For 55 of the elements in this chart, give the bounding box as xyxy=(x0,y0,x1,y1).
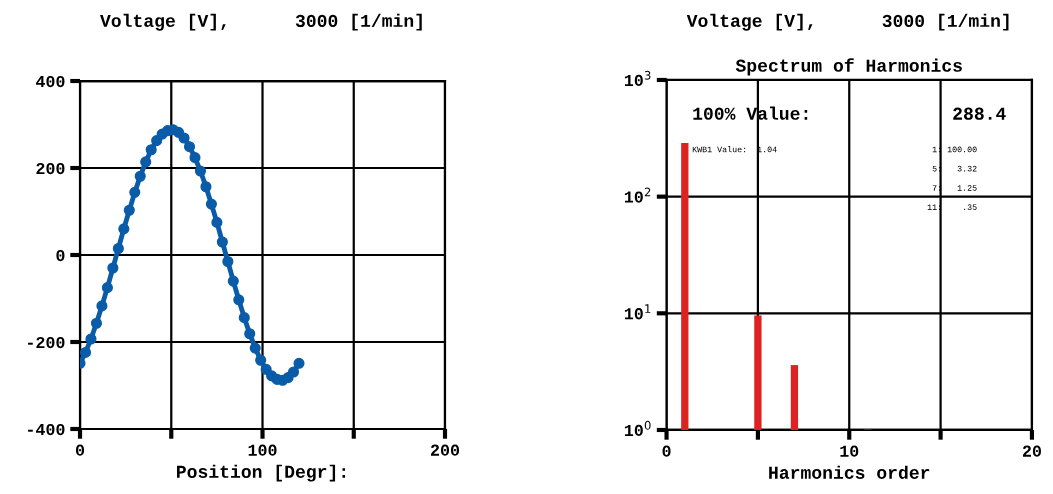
y-tick-label: 10$^{3}$ xyxy=(624,70,651,87)
point xyxy=(211,216,223,228)
annotation: 11: .35 xyxy=(927,204,977,210)
y-tick-label: 10$^{0}$ xyxy=(624,420,651,437)
point xyxy=(183,141,196,153)
point xyxy=(216,236,228,248)
point xyxy=(90,317,103,329)
point xyxy=(107,262,119,274)
point xyxy=(205,198,217,210)
chart-title: Voltage [V], 3000 [1/min] xyxy=(686,13,1009,31)
annotation: 1: 100.00 xyxy=(932,146,977,153)
y-tick-label: -200 xyxy=(28,336,65,349)
point xyxy=(112,242,124,255)
point xyxy=(178,132,190,144)
point xyxy=(134,170,146,182)
point xyxy=(255,354,267,366)
point xyxy=(140,156,152,168)
y-tick-label: 0 xyxy=(56,249,65,262)
annotation: 288.4 xyxy=(953,107,1006,120)
x-tick-label: 0 xyxy=(662,445,671,457)
chart-subtitle: Spectrum of Harmonics xyxy=(735,58,962,76)
point xyxy=(293,357,305,369)
point xyxy=(287,366,300,378)
point xyxy=(233,294,245,306)
point xyxy=(249,342,261,354)
y-tick-label: 10$^{1}$ xyxy=(624,304,651,320)
x-axis-title: Harmonics order xyxy=(769,465,930,479)
point xyxy=(80,346,92,358)
point xyxy=(145,144,157,156)
chart-title: Voltage [V], 3000 [1/min] xyxy=(100,13,422,31)
point xyxy=(101,282,113,294)
annotation: 5: 3.32 xyxy=(932,165,977,172)
point xyxy=(118,223,130,235)
point xyxy=(129,186,141,198)
x-axis-title: Position [Degr]: xyxy=(177,464,346,482)
x-tick-label: 20 xyxy=(1022,445,1041,457)
point xyxy=(123,204,135,216)
x-tick-label: 200 xyxy=(430,444,460,456)
x-tick-label: 0 xyxy=(75,444,85,456)
point xyxy=(244,328,256,340)
point xyxy=(222,255,234,268)
point xyxy=(227,275,239,287)
x-tick-label: 100 xyxy=(248,444,277,456)
point xyxy=(85,333,97,345)
y-tick-label: 200 xyxy=(36,162,65,175)
x-tick-label: 10 xyxy=(840,445,859,457)
point xyxy=(200,181,212,193)
y-tick-label: -400 xyxy=(28,423,65,436)
point xyxy=(238,312,250,324)
point xyxy=(96,300,108,312)
y-tick-label: 10$^{2}$ xyxy=(624,187,651,203)
point xyxy=(189,152,201,164)
point xyxy=(194,165,207,177)
y-tick-label: 400 xyxy=(36,75,65,88)
annotation: 7: 1.25 xyxy=(932,185,977,191)
